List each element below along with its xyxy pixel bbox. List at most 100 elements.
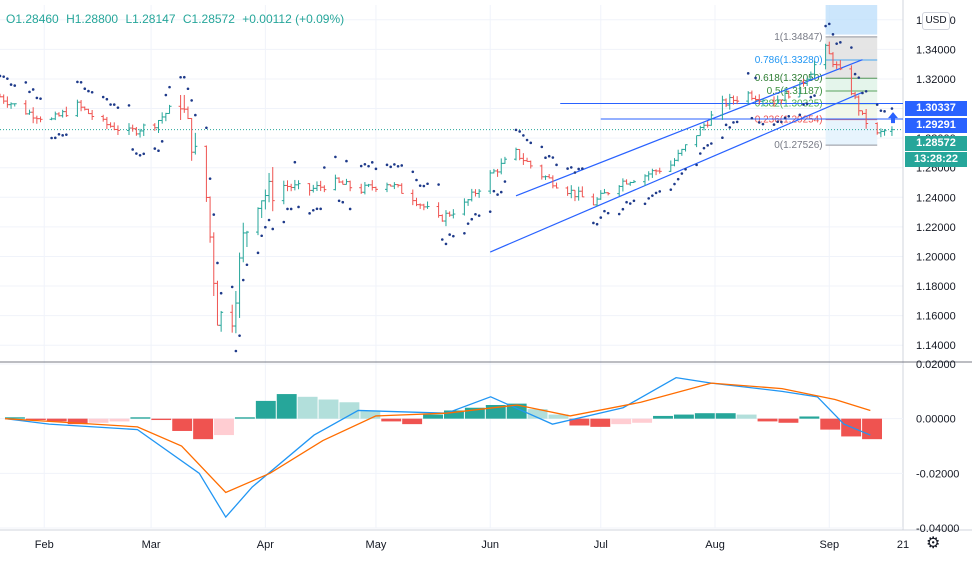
sar-dot bbox=[724, 123, 728, 127]
sar-dot bbox=[628, 202, 632, 205]
sar-dot bbox=[750, 116, 754, 120]
ohlc-bar bbox=[805, 77, 810, 87]
sar-dot bbox=[367, 164, 370, 168]
gear-icon[interactable]: ⚙ bbox=[926, 535, 941, 552]
ohlc-bar bbox=[167, 104, 172, 114]
ohlc-bar bbox=[396, 184, 401, 188]
sar-dot bbox=[474, 212, 477, 216]
ohlc-bar bbox=[5, 96, 10, 108]
ohlc-bar bbox=[344, 178, 349, 185]
ohlc-bar bbox=[517, 148, 522, 161]
ohlc-bar bbox=[60, 109, 65, 118]
ohlc-bar bbox=[838, 60, 843, 71]
sar-dot bbox=[6, 77, 9, 80]
ohlc-bar bbox=[27, 109, 32, 115]
sar-dot bbox=[599, 216, 603, 219]
sar-dot bbox=[798, 113, 802, 117]
ohlc-bar bbox=[285, 180, 290, 192]
sar-dot bbox=[827, 22, 831, 26]
ohlc-bar bbox=[333, 174, 338, 191]
ohlc-bar bbox=[602, 188, 607, 194]
sar-dot bbox=[592, 221, 595, 225]
sar-dot bbox=[883, 110, 886, 113]
fib-label: 0.236(1.29254) bbox=[755, 115, 823, 126]
ohlc-bar bbox=[783, 88, 788, 101]
sar-dot bbox=[308, 212, 311, 215]
histogram-bar bbox=[506, 403, 527, 419]
ohlc-bar bbox=[528, 160, 533, 169]
ohlc-bar bbox=[606, 192, 611, 196]
ohlc-bar bbox=[108, 122, 113, 128]
ohlc-legend: O1.28460 H1.28800 L1.28147 C1.28572 +0.0… bbox=[6, 12, 348, 26]
ohlc-bar bbox=[189, 117, 194, 161]
ohlc-bar bbox=[193, 132, 198, 155]
histogram-bar bbox=[88, 418, 109, 423]
sar-dot bbox=[363, 162, 367, 166]
ohlc-bar bbox=[705, 121, 710, 128]
ohlc-bar bbox=[488, 170, 493, 194]
ohlc-bar bbox=[307, 183, 312, 196]
sar-dot bbox=[890, 107, 894, 110]
currency-button[interactable]: USD bbox=[922, 12, 950, 30]
sar-dot bbox=[695, 163, 698, 167]
sar-dot bbox=[109, 103, 112, 106]
ohlc-bar bbox=[392, 182, 397, 190]
ohlc-bar bbox=[115, 125, 120, 136]
ohlc-bar bbox=[359, 183, 364, 194]
sar-dot bbox=[153, 147, 157, 150]
ohlc-bar bbox=[64, 106, 69, 117]
sar-dot bbox=[182, 75, 186, 79]
sar-dot bbox=[264, 225, 267, 229]
sar-dot bbox=[127, 104, 131, 107]
ohlc-bar bbox=[138, 128, 143, 138]
ohlc-bar bbox=[244, 230, 249, 248]
sar-dot bbox=[415, 178, 418, 182]
sar-dot bbox=[341, 200, 345, 204]
ohlc-bar bbox=[572, 189, 577, 202]
sar-dot bbox=[566, 167, 569, 170]
ohlc-bar bbox=[466, 199, 471, 206]
histogram-bar bbox=[527, 409, 548, 419]
ohlc-bar bbox=[550, 175, 555, 189]
sar-dot bbox=[116, 106, 120, 109]
x-tick-label: May bbox=[366, 539, 387, 551]
ohlc-bar bbox=[156, 119, 161, 133]
x-tick-label: Feb bbox=[35, 539, 54, 551]
ohlc-bar bbox=[698, 125, 703, 137]
fib-label: 0.786(1.33280) bbox=[755, 55, 823, 66]
sar-dot bbox=[470, 217, 474, 221]
sar-dot bbox=[621, 207, 625, 211]
fib-label: 1(1.34847) bbox=[774, 32, 822, 43]
histogram-bar bbox=[694, 413, 715, 419]
sar-dot bbox=[422, 184, 426, 188]
parabolic-sar bbox=[0, 22, 894, 353]
sar-dot bbox=[809, 95, 813, 99]
low-value: L1.28147 bbox=[125, 12, 176, 26]
y-tick-label-sub: 0.02000 bbox=[916, 359, 956, 371]
ohlc-bar bbox=[178, 94, 183, 121]
histogram-bar bbox=[214, 418, 234, 436]
sar-dot bbox=[24, 81, 28, 84]
sar-dot bbox=[315, 207, 319, 211]
ohlc-bar bbox=[823, 43, 828, 70]
ohlc-bar bbox=[801, 78, 806, 87]
x-tick-label: Sep bbox=[819, 539, 839, 551]
sar-dot bbox=[289, 207, 293, 211]
ohlc-bar bbox=[495, 168, 500, 177]
y-tick-label: 1.14000 bbox=[916, 340, 956, 352]
sar-dot bbox=[9, 83, 13, 86]
sar-dot bbox=[256, 251, 260, 255]
sar-dot bbox=[411, 170, 415, 174]
ohlc-bar bbox=[830, 52, 835, 68]
sar-dot bbox=[105, 97, 109, 101]
sar-dot bbox=[245, 263, 249, 267]
histogram-bar bbox=[590, 418, 611, 427]
ohlc-bar bbox=[90, 110, 95, 120]
sar-dot bbox=[463, 231, 466, 235]
y-tick-label: 1.32000 bbox=[916, 74, 956, 86]
ohlc-bar bbox=[676, 149, 681, 162]
sar-dot bbox=[761, 122, 765, 126]
sar-dot bbox=[746, 72, 750, 75]
ohlc-bar bbox=[731, 95, 736, 105]
